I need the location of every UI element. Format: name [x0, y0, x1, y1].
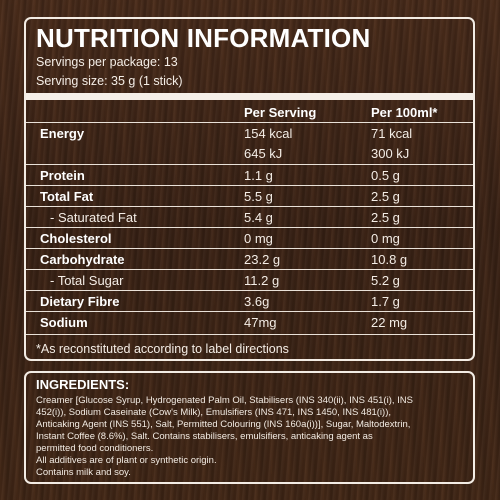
row-label: - Total Sugar — [50, 273, 124, 288]
column-header-per-100ml: Per 100ml* — [371, 105, 438, 120]
per-serving-value: 5.4 g — [244, 210, 273, 225]
row-label: Cholesterol — [40, 231, 112, 246]
ingredients-panel: INGREDIENTS: Creamer [Glucose Syrup, Hyd… — [24, 371, 475, 484]
per-100ml-value: 0 mg — [371, 231, 400, 246]
per-100ml-value: 1.7 g — [371, 294, 400, 309]
table-row-total-fat: Total Fat 5.5 g 2.5 g — [26, 185, 473, 206]
per-100ml-value: 71 kcal — [371, 126, 413, 141]
row-label: Protein — [40, 168, 85, 183]
row-label: - Saturated Fat — [50, 210, 137, 225]
per-serving-value: 47mg — [244, 315, 277, 330]
column-header-per-serving: Per Serving — [244, 105, 317, 120]
table-row-energy: Energy 154 kcal 71 kcal — [26, 122, 473, 143]
nutrition-information-panel: NUTRITION INFORMATION Servings per packa… — [24, 17, 475, 361]
per-serving-value: 11.2 g — [244, 273, 280, 288]
row-label: Sodium — [40, 315, 88, 330]
table-row-protein: Protein 1.1 g 0.5 g — [26, 164, 473, 185]
per-serving-value: 23.2 g — [244, 252, 281, 267]
table-row-saturated-fat: - Saturated Fat 5.4 g 2.5 g — [26, 206, 473, 227]
ingredients-line: permitted food conditioners. — [36, 443, 154, 454]
row-label: Carbohydrate — [40, 252, 125, 267]
per-serving-value: 154 kcal — [244, 126, 293, 141]
reconstitution-footnote: *As reconstituted according to label dir… — [36, 342, 289, 356]
ingredients-heading: INGREDIENTS: — [36, 377, 130, 392]
serving-size: Serving size: 35 g (1 stick) — [36, 74, 183, 88]
ingredients-line: Contains milk and soy. — [36, 467, 131, 478]
per-serving-value: 645 kJ — [244, 146, 283, 161]
table-row-total-sugar: - Total Sugar 11.2 g 5.2 g — [26, 269, 473, 290]
table-row-cholesterol: Cholesterol 0 mg 0 mg — [26, 227, 473, 248]
per-100ml-value: 2.5 g — [371, 189, 400, 204]
row-label: Energy — [40, 126, 85, 141]
per-100ml-value: 0.5 g — [371, 168, 400, 183]
per-100ml-value: 5.2 g — [371, 273, 400, 288]
ingredients-line: All additives are of plant or synthetic … — [36, 455, 217, 466]
per-serving-value: 0 mg — [244, 231, 273, 246]
ingredients-line: 452(i)), Sodium Caseinate (Cow's Milk), … — [36, 407, 392, 418]
per-serving-value: 3.6g — [244, 294, 270, 309]
servings-per-package: Servings per package: 13 — [36, 55, 178, 69]
per-100ml-value: 2.5 g — [371, 210, 400, 225]
table-bottom-rule — [26, 334, 473, 335]
per-serving-value: 5.5 g — [244, 189, 273, 204]
per-100ml-value: 22 mg — [371, 315, 408, 330]
nutrition-title: NUTRITION INFORMATION — [36, 23, 371, 53]
table-row-energy-kj: 645 kJ 300 kJ — [26, 143, 473, 164]
row-label: Total Fat — [40, 189, 94, 204]
per-serving-value: 1.1 g — [244, 168, 273, 183]
table-row-sodium: Sodium 47mg 22 mg — [26, 311, 473, 332]
header-divider — [26, 93, 473, 100]
ingredients-line: Instant Coffee (8.6%), Salt. Contains st… — [36, 431, 373, 442]
ingredients-line: Anticaking Agent (INS 551), Salt, Permit… — [36, 419, 411, 430]
ingredients-line: Creamer [Glucose Syrup, Hydrogenated Pal… — [36, 395, 413, 406]
row-label: Dietary Fibre — [40, 294, 120, 309]
table-row-carbohydrate: Carbohydrate 23.2 g 10.8 g — [26, 248, 473, 269]
table-row-dietary-fibre: Dietary Fibre 3.6g 1.7 g — [26, 290, 473, 311]
per-100ml-value: 300 kJ — [371, 146, 410, 161]
per-100ml-value: 10.8 g — [371, 252, 408, 267]
